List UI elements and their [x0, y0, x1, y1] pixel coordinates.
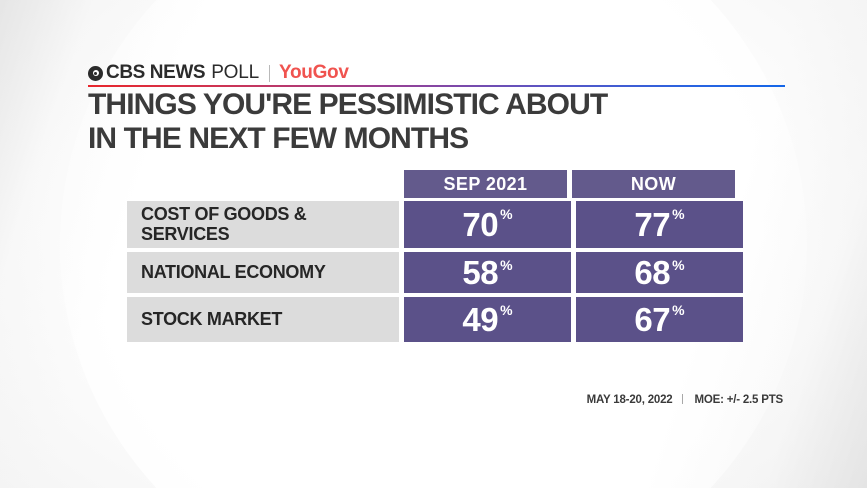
- value-number: 70: [462, 206, 499, 243]
- percent-symbol: %: [672, 257, 685, 273]
- table-row: STOCK MARKET 49% 67%: [127, 297, 743, 342]
- row-label-cost-of-goods: COST OF GOODS & SERVICES: [127, 201, 399, 248]
- cbs-eye-icon: [88, 65, 103, 81]
- brand-partner: YouGov: [279, 62, 349, 83]
- percent-symbol: %: [672, 206, 685, 222]
- footer-note: MAY 18-20, 2022 MOE: +/- 2.5 PTS: [587, 394, 783, 406]
- footer-dates: MAY 18-20, 2022: [586, 394, 673, 406]
- brand-poll-label: POLL: [211, 62, 259, 83]
- footer-divider: [682, 394, 684, 404]
- value-national-economy-now: 68%: [576, 252, 743, 293]
- table-row: COST OF GOODS & SERVICES 70% 77%: [127, 201, 743, 248]
- percent-symbol: %: [500, 302, 513, 318]
- value-cost-of-goods-now: 77%: [576, 201, 743, 248]
- percent-symbol: %: [500, 257, 513, 273]
- value-number: 67: [634, 301, 671, 338]
- page-title: THINGS YOU'RE PESSIMISTIC ABOUT IN THE N…: [88, 88, 608, 155]
- brand-divider: [269, 64, 270, 82]
- value-stock-market-now: 67%: [576, 297, 743, 342]
- column-header-sep2021: SEP 2021: [404, 170, 567, 198]
- row-label-line-1: COST OF GOODS &: [141, 204, 307, 225]
- percent-symbol: %: [500, 206, 513, 222]
- footer-moe: MOE: +/- 2.5 PTS: [694, 394, 783, 406]
- table-row: NATIONAL ECONOMY 58% 68%: [127, 252, 743, 293]
- value-number: 49: [462, 301, 499, 338]
- row-label-stock-market: STOCK MARKET: [127, 297, 399, 342]
- brand-bar: CBS NEWS POLL YouGov: [88, 62, 349, 84]
- poll-table: SEP 2021 NOW COST OF GOODS & SERVICES 70…: [127, 170, 743, 346]
- page-title-line-1: THINGS YOU'RE PESSIMISTIC ABOUT: [88, 88, 608, 121]
- value-cost-of-goods-sep2021: 70%: [404, 201, 571, 248]
- value-number: 58: [462, 254, 499, 291]
- row-label-line-1: NATIONAL ECONOMY: [141, 261, 326, 282]
- brand-network: CBS NEWS: [106, 62, 206, 83]
- column-header-now: NOW: [572, 170, 735, 198]
- table-header-row: SEP 2021 NOW: [404, 170, 743, 198]
- row-label-national-economy: NATIONAL ECONOMY: [127, 252, 399, 293]
- row-label-line-1: STOCK MARKET: [141, 308, 283, 329]
- value-number: 77: [634, 206, 671, 243]
- row-label-line-2: SERVICES: [141, 223, 230, 244]
- value-national-economy-sep2021: 58%: [404, 252, 571, 293]
- value-number: 68: [634, 254, 671, 291]
- page-title-line-2: IN THE NEXT FEW MONTHS: [88, 121, 469, 155]
- gradient-rule: [88, 85, 785, 87]
- percent-symbol: %: [672, 302, 685, 318]
- value-stock-market-sep2021: 49%: [404, 297, 571, 342]
